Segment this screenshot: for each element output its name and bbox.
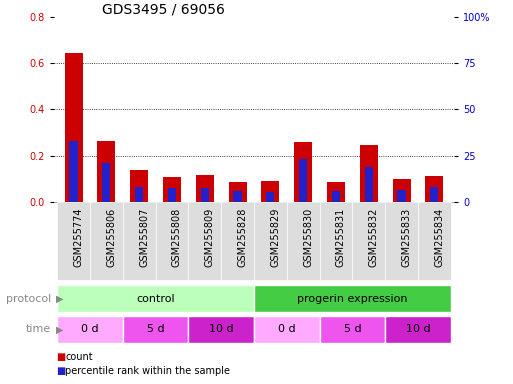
Bar xyxy=(90,202,123,280)
Text: count: count xyxy=(65,352,93,362)
Bar xyxy=(188,316,254,343)
Bar xyxy=(352,202,385,280)
Bar xyxy=(168,188,176,202)
Text: ■: ■ xyxy=(56,352,66,362)
Bar xyxy=(425,176,443,202)
Text: time: time xyxy=(26,324,51,334)
Text: GSM255806: GSM255806 xyxy=(106,208,116,267)
Text: ▶: ▶ xyxy=(56,293,64,304)
Text: 10 d: 10 d xyxy=(406,324,430,334)
Text: protocol: protocol xyxy=(6,293,51,304)
Bar xyxy=(320,202,352,280)
Bar xyxy=(287,202,320,280)
Bar xyxy=(57,202,90,280)
Bar xyxy=(385,316,451,343)
Bar xyxy=(57,285,254,312)
Text: GSM255808: GSM255808 xyxy=(172,208,182,267)
Bar xyxy=(327,182,345,202)
Bar xyxy=(418,202,451,280)
Text: GDS3495 / 69056: GDS3495 / 69056 xyxy=(102,2,225,16)
Bar xyxy=(266,192,274,202)
Text: percentile rank within the sample: percentile rank within the sample xyxy=(65,366,230,376)
Bar xyxy=(201,188,209,202)
Text: progerin expression: progerin expression xyxy=(297,293,408,304)
Bar xyxy=(130,170,148,202)
Bar xyxy=(299,159,307,202)
Bar xyxy=(123,316,188,343)
Text: control: control xyxy=(136,293,175,304)
Bar xyxy=(332,192,340,202)
Bar xyxy=(228,182,247,202)
Bar xyxy=(233,192,242,202)
Bar xyxy=(188,202,221,280)
Bar xyxy=(123,202,155,280)
Bar xyxy=(163,177,181,202)
Text: GSM255830: GSM255830 xyxy=(303,208,313,267)
Bar xyxy=(398,190,406,202)
Text: GSM255831: GSM255831 xyxy=(336,208,346,267)
Bar xyxy=(69,141,77,202)
Bar xyxy=(360,145,378,202)
Bar xyxy=(102,163,110,202)
Text: GSM255833: GSM255833 xyxy=(402,208,411,267)
Bar xyxy=(365,167,373,202)
Bar xyxy=(221,202,254,280)
Bar xyxy=(57,316,123,343)
Bar xyxy=(320,316,385,343)
Text: 5 d: 5 d xyxy=(147,324,164,334)
Text: ■: ■ xyxy=(56,366,66,376)
Text: 5 d: 5 d xyxy=(344,324,361,334)
Text: 10 d: 10 d xyxy=(209,324,233,334)
Text: 0 d: 0 d xyxy=(81,324,99,334)
Bar xyxy=(254,316,320,343)
Text: 0 d: 0 d xyxy=(278,324,295,334)
Bar xyxy=(430,187,439,202)
Bar xyxy=(97,141,115,202)
Text: GSM255828: GSM255828 xyxy=(238,208,248,267)
Text: ▶: ▶ xyxy=(56,324,64,334)
Text: GSM255807: GSM255807 xyxy=(139,208,149,267)
Bar xyxy=(392,179,410,202)
Text: GSM255834: GSM255834 xyxy=(435,208,444,267)
Bar xyxy=(254,202,287,280)
Bar xyxy=(254,285,451,312)
Text: GSM255809: GSM255809 xyxy=(205,208,215,267)
Text: GSM255829: GSM255829 xyxy=(270,208,280,267)
Bar xyxy=(65,53,83,202)
Bar xyxy=(261,181,280,202)
Text: GSM255774: GSM255774 xyxy=(73,208,84,267)
Bar xyxy=(155,202,188,280)
Bar xyxy=(135,187,143,202)
Text: GSM255832: GSM255832 xyxy=(369,208,379,267)
Bar xyxy=(385,202,418,280)
Bar xyxy=(294,142,312,202)
Bar xyxy=(196,175,214,202)
